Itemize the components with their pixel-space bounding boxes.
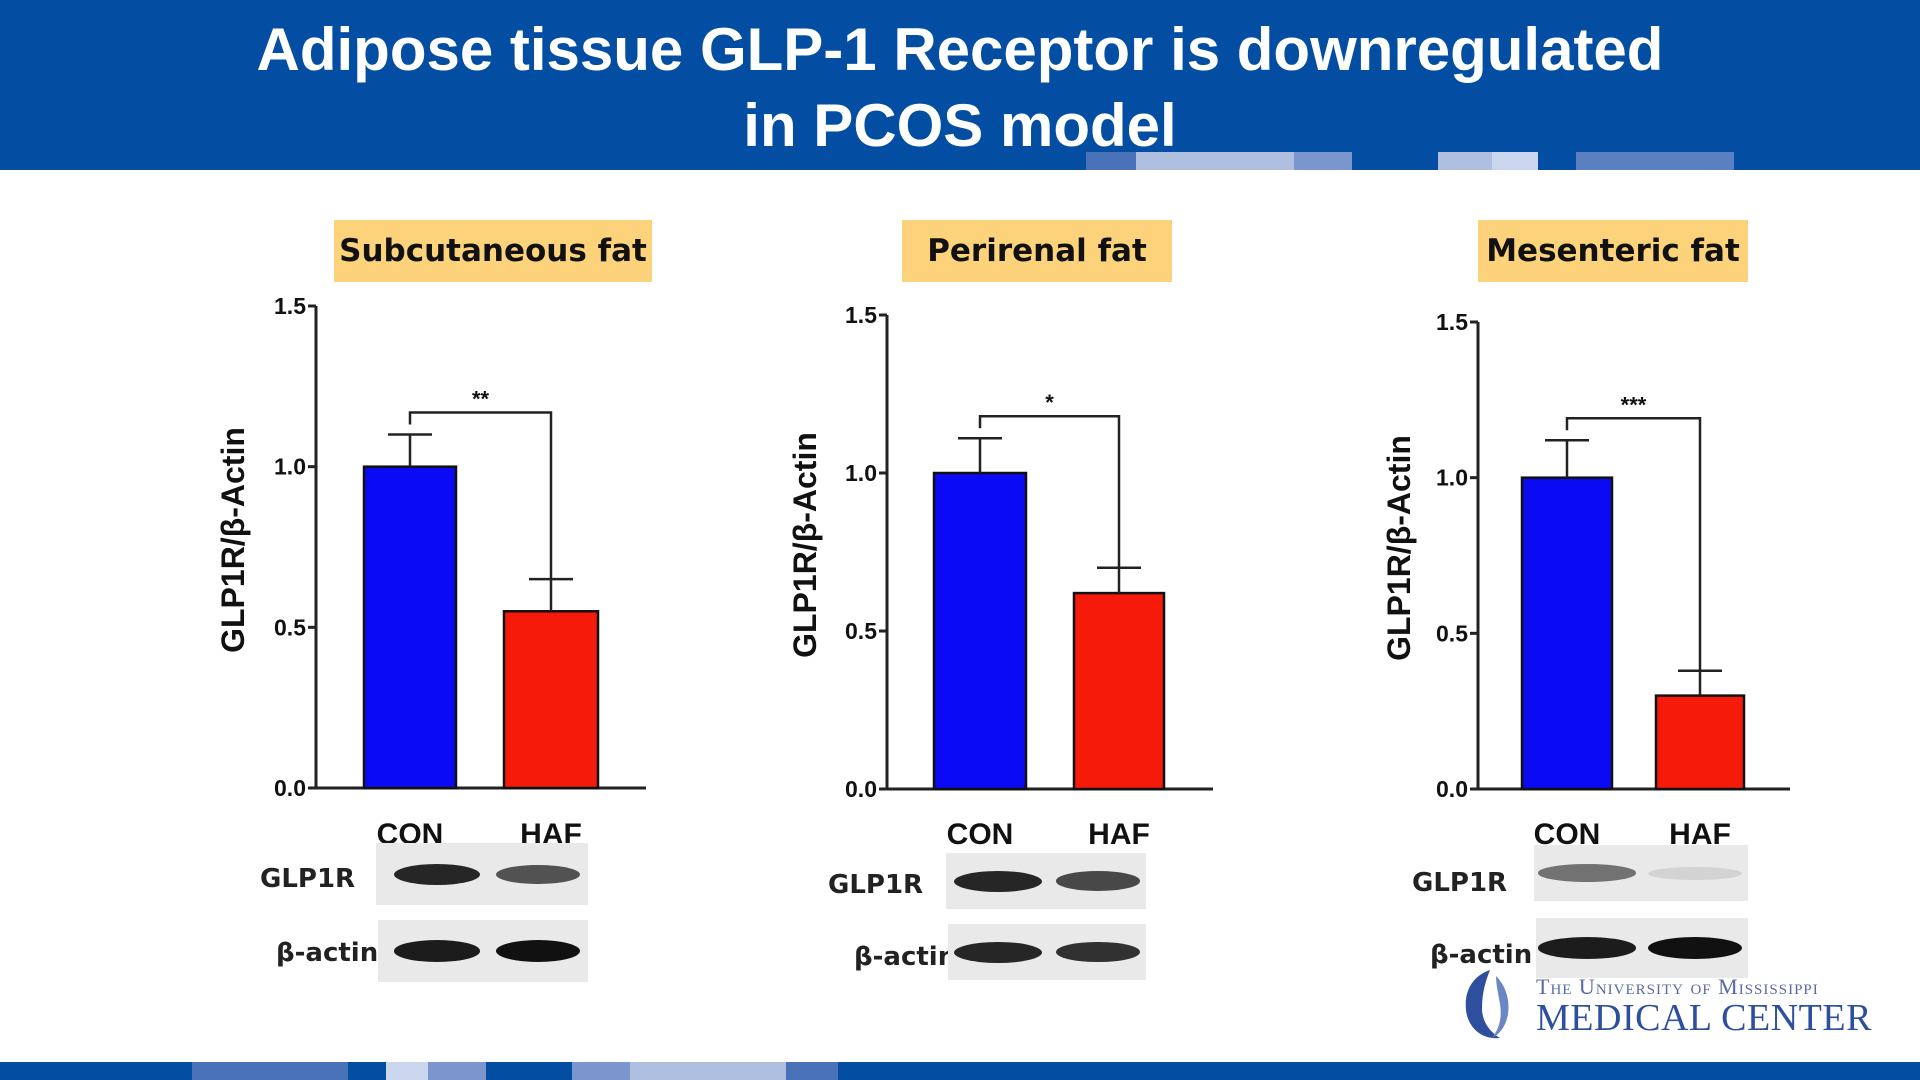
blot-band [1056,871,1140,891]
blot-label-glp1r: GLP1R [828,870,923,900]
y-tick-label: 1.5 [1436,309,1468,335]
blot-band [394,940,480,962]
y-tick-label: 1.5 [845,302,877,328]
blot-label-actin: β-actin [276,938,378,968]
y-tick-label: 1.0 [1436,465,1468,491]
blot-band [496,865,580,884]
y-axis-label: GLP1R/β-Actin [1381,435,1417,661]
y-tick-label: 1.0 [274,454,306,480]
blot-band [954,871,1042,892]
significance-marker: *** [1621,392,1647,417]
blot-label-glp1r: GLP1R [1412,868,1507,898]
bar-con [1522,478,1612,789]
y-tick-label: 1.0 [845,460,877,486]
y-tick-label: 0.5 [845,618,877,644]
bar-con [364,467,456,788]
blot-band [1056,942,1140,963]
blot-band [954,942,1042,963]
blot-band [1648,867,1742,880]
x-category-label: HAF [1088,818,1150,851]
x-category-label: CON [947,818,1014,851]
y-axis-label: GLP1R/β-Actin [787,432,823,658]
y-tick-label: 1.5 [274,293,306,319]
y-axis-label: GLP1R/β-Actin [215,427,251,653]
y-tick-label: 0.0 [1436,776,1468,802]
blot-band [1648,937,1742,959]
logo-text-medical-center: MEDICAL CENTER [1536,996,1872,1040]
bar-con [934,473,1026,789]
blot-band [1538,937,1636,959]
blot-label-actin: β-actin [854,942,956,972]
y-tick-label: 0.0 [845,776,877,802]
significance-marker: * [1045,390,1054,415]
umc-logo-mark-icon [1460,966,1514,1046]
blot-band [1538,864,1636,882]
significance-marker: ** [472,387,490,412]
blot-band [394,864,480,885]
y-tick-label: 0.0 [274,775,306,801]
umc-logo: The University of Mississippi MEDICAL CE… [1460,966,1860,1046]
y-tick-label: 0.5 [274,614,306,640]
y-tick-label: 0.5 [1436,620,1468,646]
bar-haf [1074,593,1164,789]
bar-haf [1656,696,1744,789]
blot-band [496,940,580,962]
blot-label-glp1r: GLP1R [260,864,355,894]
bar-haf [504,611,598,788]
